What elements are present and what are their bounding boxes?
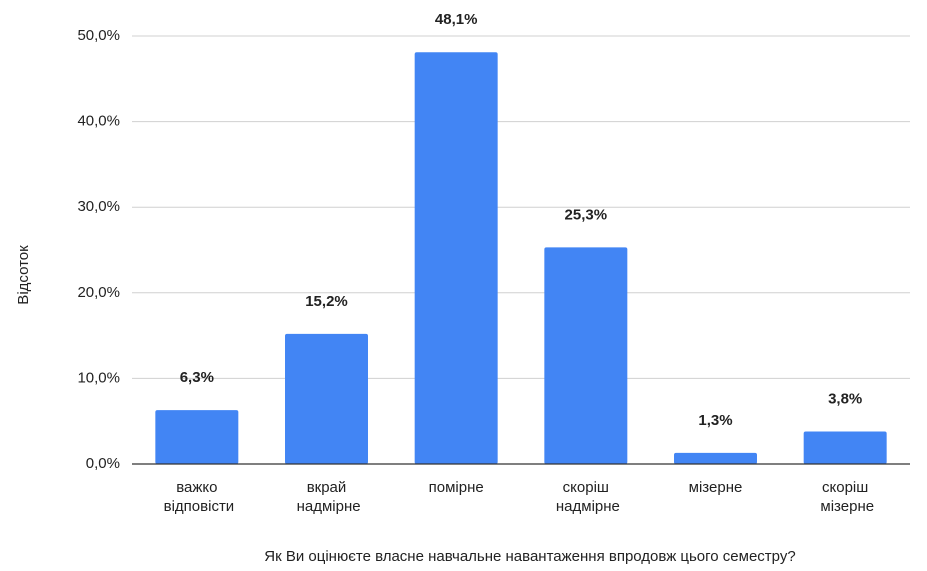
value-label: 6,3% [180, 369, 214, 386]
y-tick-label: 0,0% [86, 455, 120, 472]
bar [285, 333, 368, 464]
y-tick-label: 30,0% [77, 198, 120, 215]
value-label: 3,8% [828, 390, 862, 407]
x-tick-label: вкрай надмірне [292, 479, 360, 515]
x-axis-title: Як Ви оцінюєте власне навчальне навантаж… [264, 548, 795, 565]
x-tick-label: мізерне [689, 479, 743, 496]
y-tick-label: 10,0% [77, 369, 120, 386]
y-tick-label: 20,0% [77, 284, 120, 301]
x-tick-label: скоріш надмірне [552, 479, 620, 515]
x-tick-label: важко відповісти [159, 479, 234, 515]
y-axis-title: Відсоток [15, 245, 32, 305]
bar [414, 52, 498, 464]
bar [544, 247, 628, 464]
value-label: 25,3% [565, 206, 608, 223]
x-tick-label: скоріш мізерне [816, 479, 874, 515]
y-tick-label: 40,0% [77, 113, 120, 130]
value-label: 48,1% [435, 11, 478, 28]
bar [803, 431, 887, 464]
y-tick-label: 50,0% [77, 27, 120, 44]
value-label: 15,2% [305, 293, 348, 310]
bar [155, 410, 239, 464]
x-tick-label: помірне [429, 479, 484, 496]
bar [674, 452, 757, 464]
value-label: 1,3% [698, 412, 732, 429]
